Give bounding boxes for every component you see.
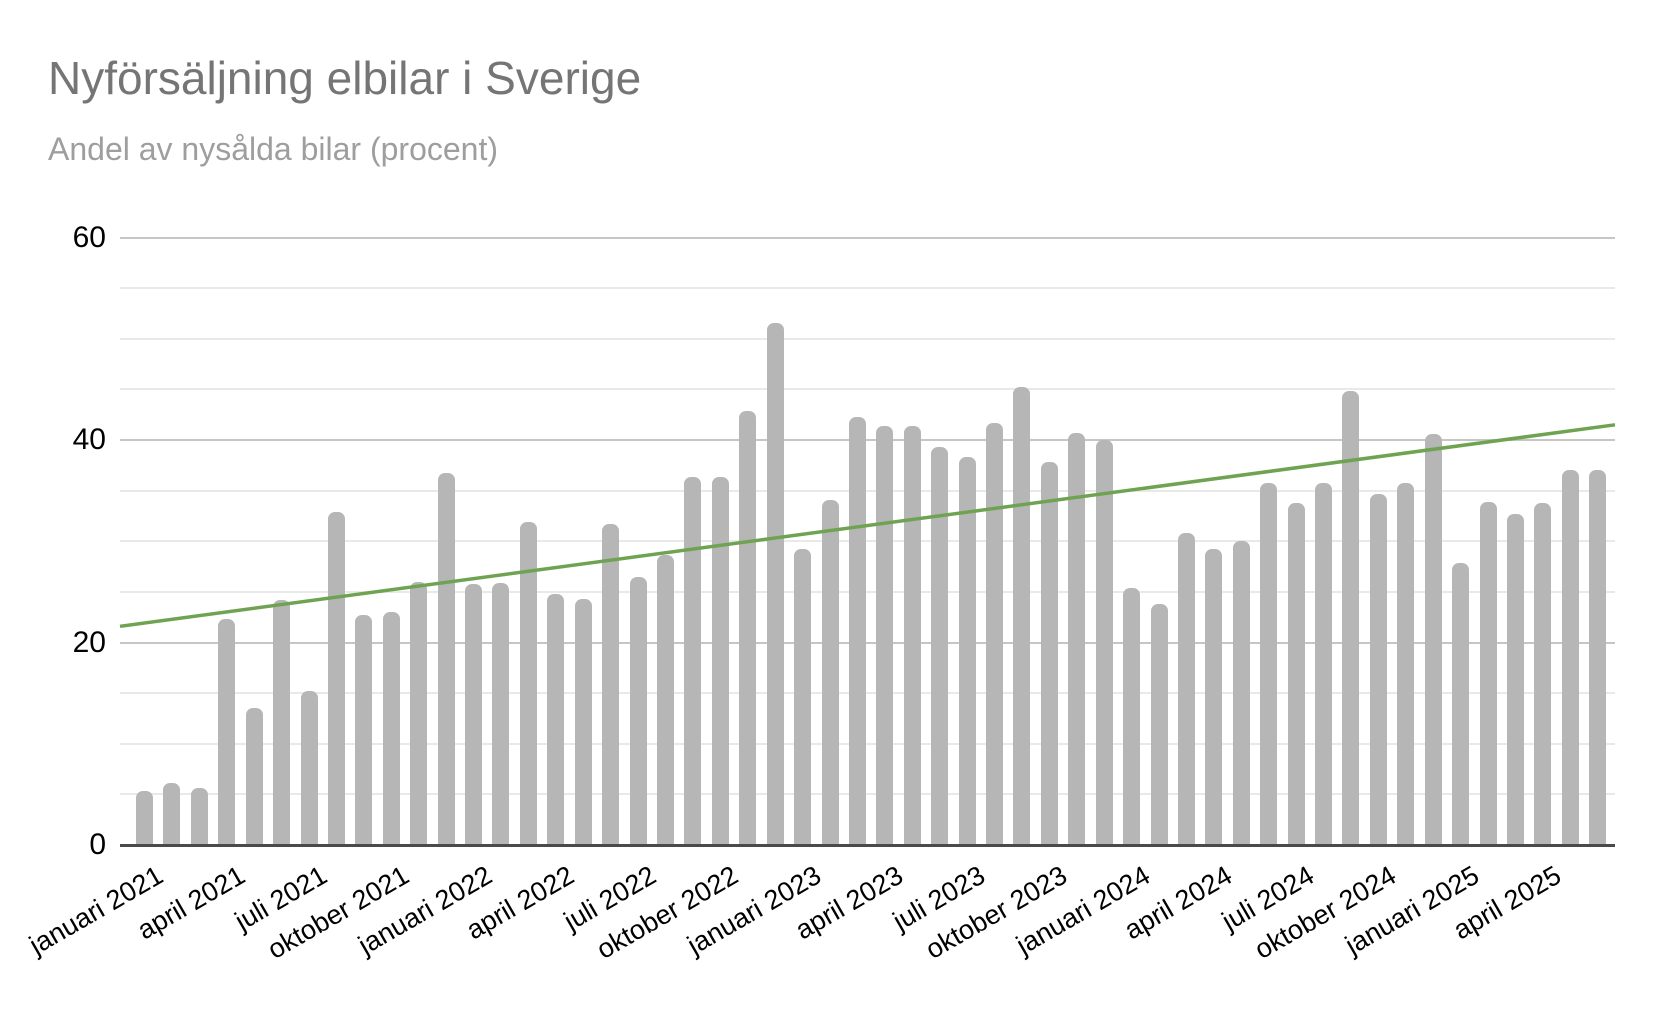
bar [163, 783, 181, 845]
bar [656, 555, 674, 845]
gridline-major [120, 236, 1615, 239]
bar [300, 691, 318, 845]
gridline-minor [120, 337, 1615, 340]
bar [190, 788, 208, 845]
y-tick-label: 60 [72, 220, 106, 254]
bar [1260, 482, 1278, 845]
bar [574, 598, 592, 845]
gridline-minor [120, 793, 1615, 796]
bar [1040, 462, 1058, 845]
y-tick-label: 40 [72, 423, 106, 456]
gridline-minor [120, 388, 1615, 391]
bar [218, 619, 236, 845]
bar [766, 322, 784, 845]
bar [629, 576, 647, 845]
bar [1123, 587, 1141, 845]
chart-subtitle: Andel av nysålda bilar (procent) [48, 131, 499, 167]
y-tick-label: 0 [89, 828, 106, 861]
bar [410, 581, 428, 845]
bar [1369, 493, 1387, 845]
bar [136, 791, 153, 845]
gridline-minor [120, 742, 1615, 745]
bar [1397, 482, 1415, 845]
bar [1013, 387, 1031, 845]
plot-area [119, 220, 1616, 847]
bar [876, 425, 894, 845]
bar [245, 708, 263, 845]
bar [602, 524, 620, 845]
gridline-minor [120, 590, 1615, 593]
bar [1232, 541, 1250, 845]
gridline-major [120, 641, 1615, 644]
trendline [119, 423, 1616, 629]
bar [711, 477, 729, 845]
bar [437, 473, 455, 845]
bar [1479, 501, 1497, 845]
bar [848, 416, 866, 845]
bar [519, 522, 537, 845]
bar [1452, 562, 1470, 845]
bar [1315, 482, 1333, 845]
bar [986, 422, 1004, 845]
chart-title: Nyförsäljning elbilar i Sverige [48, 52, 642, 104]
bar [382, 612, 400, 845]
bar [1205, 549, 1223, 845]
bar [465, 583, 483, 845]
bar [1342, 391, 1360, 845]
bar [931, 447, 949, 845]
y-tick-label: 20 [72, 625, 106, 659]
bar [1150, 604, 1168, 845]
bar [355, 615, 373, 845]
bar [739, 410, 757, 845]
bar [684, 477, 702, 845]
bar [1534, 502, 1552, 845]
bar [1287, 502, 1305, 845]
bar [547, 593, 565, 845]
bar [1095, 440, 1113, 845]
bar [1177, 533, 1195, 845]
bar [958, 457, 976, 845]
bar [273, 599, 291, 845]
bar [1561, 470, 1579, 845]
gridline-minor [120, 287, 1615, 290]
bar [903, 425, 921, 845]
bar [794, 549, 812, 845]
bar [1589, 470, 1607, 845]
gridline-major [120, 439, 1615, 441]
x-axis-baseline [120, 844, 1615, 847]
gridline-minor [120, 692, 1615, 695]
bar [1507, 513, 1524, 845]
bar [1068, 432, 1086, 845]
gridline-minor [120, 540, 1615, 543]
gridline-minor [120, 489, 1615, 492]
bar [492, 582, 510, 845]
bar [1424, 433, 1442, 845]
bar [821, 499, 839, 845]
